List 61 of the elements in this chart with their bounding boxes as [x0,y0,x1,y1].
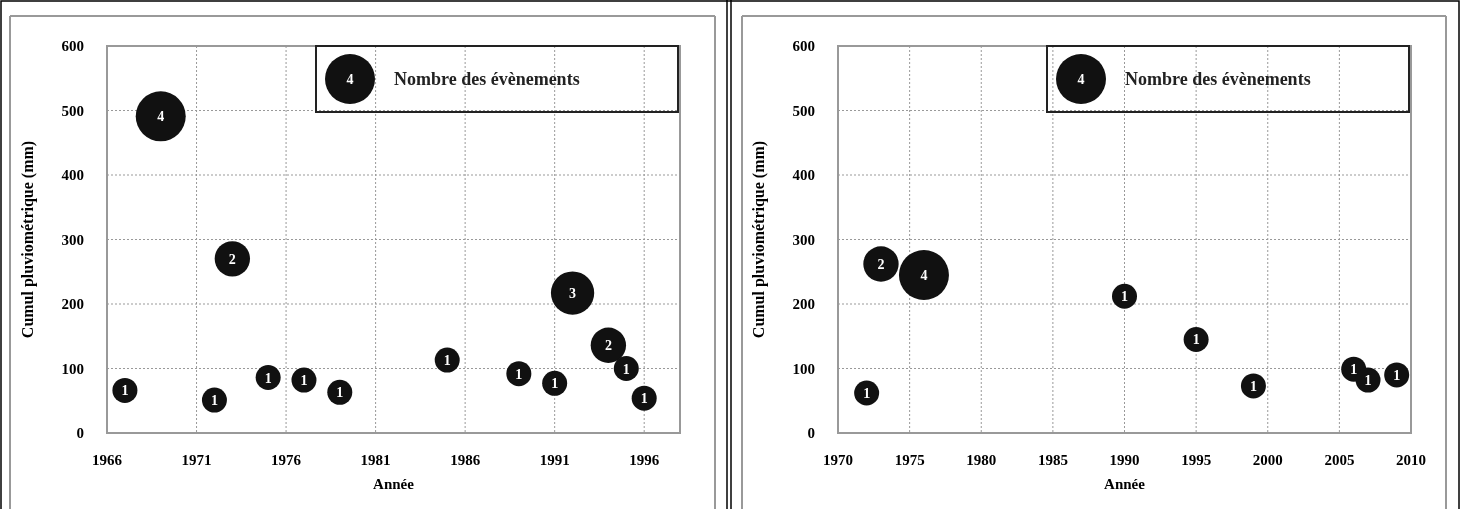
data-label: 2 [877,257,885,273]
y-tick-label: 0 [76,425,84,441]
y-tick-label: 500 [61,102,84,119]
data-label: 3 [569,286,577,302]
x-tick-label: 1995 [1181,452,1212,468]
data-label: 4 [157,109,165,125]
y-tick-label: 200 [792,296,815,312]
data-label: 1 [515,366,523,382]
x-tick-label: 1981 [360,452,391,468]
x-tick-label: 2010 [1396,452,1426,468]
data-label: 1 [121,383,129,399]
x-tick-label: 1991 [539,452,570,468]
data-label: 1 [1121,289,1128,305]
data-label: 2 [228,251,236,267]
data-label: 1 [622,361,630,377]
data-label: 1 [336,385,344,401]
data-label: 2 [604,338,612,354]
x-tick-label: 1986 [450,452,481,468]
data-label: 1 [1249,378,1257,394]
data-label: 1 [1350,362,1358,378]
data-label: 1 [210,393,218,409]
y-tick-label: 400 [792,167,815,183]
data-label: 1 [264,370,272,386]
y-tick-label: 600 [792,38,815,54]
y-tick-label: 300 [792,231,815,248]
y-tick-label: 100 [792,360,815,377]
data-label: 1 [443,353,451,369]
x-tick-label: 2005 [1324,452,1355,468]
x-tick-label: 1975 [894,452,925,468]
x-axis-title: Année [1104,476,1146,492]
x-tick-label: 1970 [823,452,853,468]
x-tick-label: 2000 [1252,452,1283,468]
y-tick-label: 500 [792,102,815,119]
data-label: 1 [300,373,308,389]
data-label: 1 [1192,332,1200,348]
legend-label: 4 [1077,72,1085,87]
x-tick-label: 1990 [1109,452,1140,468]
data-label: 1 [1393,367,1401,383]
data-label: 1 [640,391,648,407]
data-label: 1 [551,376,559,392]
y-axis-title: Cumul pluviométrique (mm) [19,140,37,339]
legend-label: 4 [346,72,354,87]
y-tick-label: 100 [61,360,84,377]
x-tick-label: 1976 [271,452,302,468]
x-axis-title: Année [373,476,415,492]
legend-title: Nombre des évènements [1125,69,1311,89]
y-tick-label: 600 [61,38,84,54]
y-tick-label: 300 [61,231,84,248]
data-label: 1 [1364,373,1372,389]
x-tick-label: 1985 [1037,452,1068,468]
y-tick-label: 200 [61,296,84,312]
data-label: 1 [863,386,871,402]
x-tick-label: 1971 [181,452,212,468]
data-label: 4 [920,267,928,283]
legend-title: Nombre des évènements [394,69,580,89]
y-axis-title: Cumul pluviométrique (mm) [750,140,768,339]
y-tick-label: 400 [61,167,84,183]
y-tick-label: 0 [807,425,815,441]
x-tick-label: 1980 [966,452,997,468]
x-tick-label: 1996 [629,452,660,468]
x-tick-label: 1966 [92,452,123,468]
